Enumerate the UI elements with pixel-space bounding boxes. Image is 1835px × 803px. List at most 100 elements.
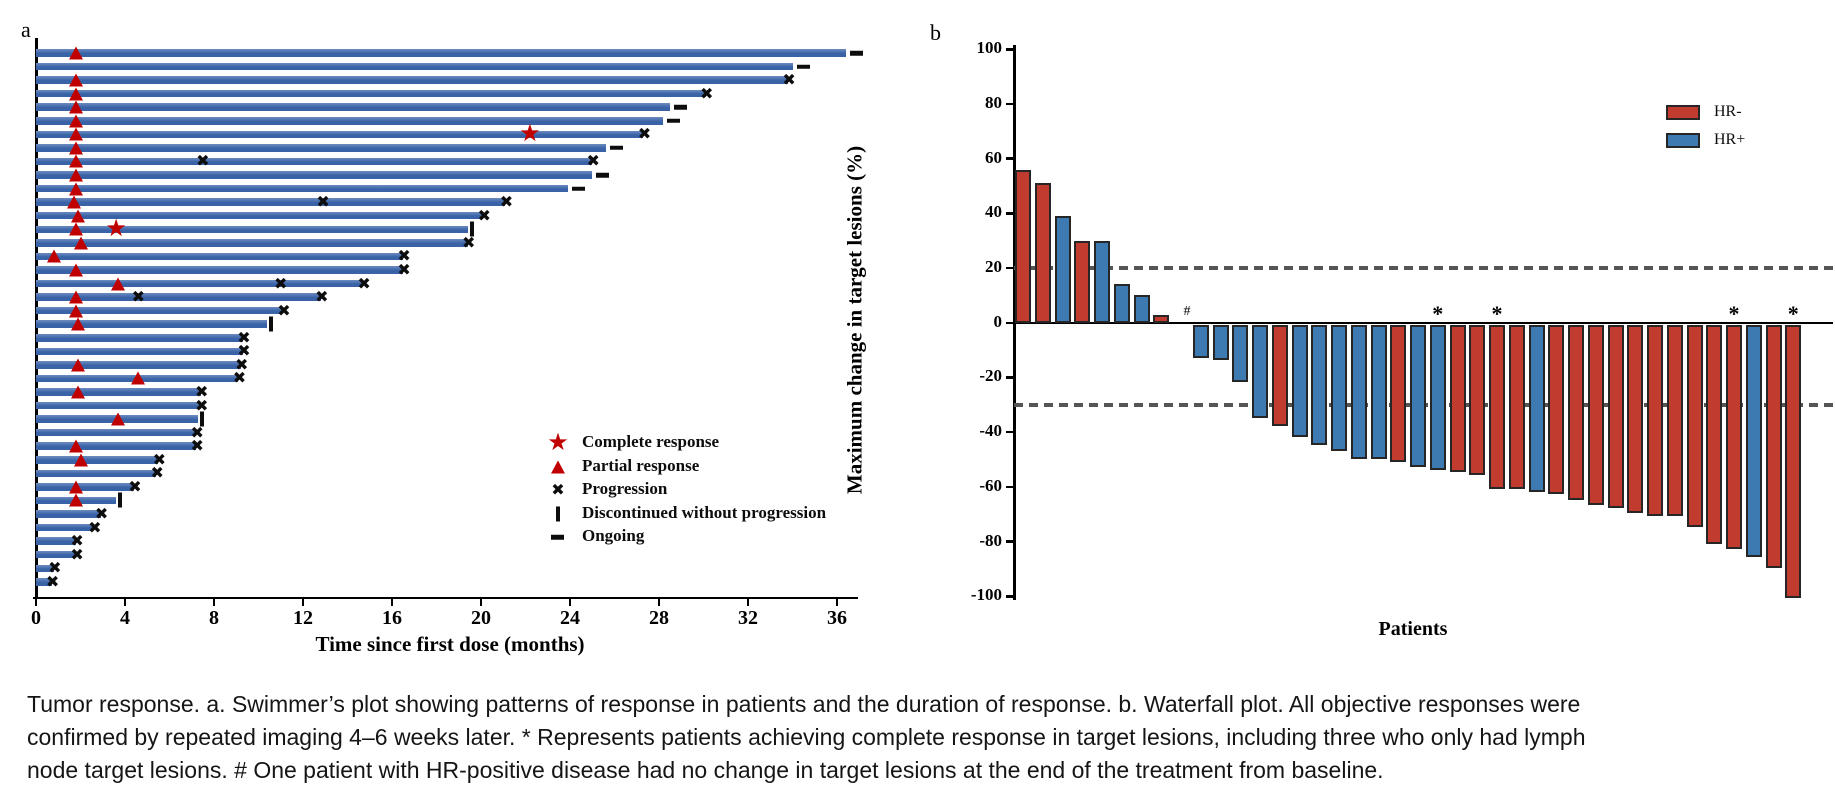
x-tick-label: 24 <box>560 606 580 629</box>
partial-response-triangle <box>69 100 84 114</box>
swimmer-bar <box>36 76 789 84</box>
y-axis-tick <box>1006 540 1014 543</box>
ongoing-dash <box>667 118 681 124</box>
swimmer-bar <box>36 171 593 179</box>
progression-x: ✖ <box>315 287 329 307</box>
y-tick-label: -80 <box>979 530 1002 550</box>
swimmer-x-axis-title: Time since first dose (months) <box>315 632 585 656</box>
waterfall-x-axis-title: Patients <box>1378 618 1448 640</box>
waterfall-bar <box>1034 183 1051 323</box>
waterfall-bar <box>1113 284 1130 323</box>
waterfall-bar <box>1726 324 1742 550</box>
waterfall-bar <box>1153 314 1170 323</box>
ongoing-dash <box>596 172 610 178</box>
partial-response-triangle <box>71 358 86 372</box>
annotation-hash: # <box>1183 303 1191 319</box>
legend-label-progression: Progression <box>582 479 668 498</box>
progression-x: ✖ <box>70 531 84 551</box>
waterfall-bar <box>1607 324 1624 508</box>
x-tick-label: 28 <box>649 606 669 629</box>
annotation-asterisk: * <box>1787 300 1799 326</box>
waterfall-y-axis-title: Maximum change in target lesions (%) <box>842 145 867 495</box>
progression-x: ✖ <box>397 246 411 266</box>
legend-label-hr-positive: HR+ <box>1714 131 1746 148</box>
legend-label-discontinued: Discontinued without progression <box>582 503 827 522</box>
swimmer-bar <box>36 456 159 464</box>
swimmer-bar <box>36 103 671 111</box>
progression-x: ✖ <box>637 124 652 144</box>
swimmer-bar <box>36 62 793 71</box>
progression-x: ✖ <box>194 395 209 415</box>
swimmer-bar <box>36 279 364 288</box>
swimmer-bar <box>36 320 268 328</box>
hr-positive-swatch <box>1666 133 1700 148</box>
ongoing-dash <box>849 50 863 56</box>
waterfall-plot-panel: Maximum change in target lesions (%) Pat… <box>842 38 1833 640</box>
swimmer-bar <box>36 442 197 450</box>
x-axis-tick <box>657 597 661 606</box>
x-tick-label: 32 <box>738 606 758 629</box>
swimmer-bar <box>36 293 321 301</box>
swimmer-bar <box>36 144 606 152</box>
partial-response-triangle <box>69 480 84 494</box>
discontinued-tick <box>118 492 123 508</box>
swimmer-bar <box>36 306 283 315</box>
swimmer-bar <box>36 252 404 261</box>
progression-x: ✖ <box>586 151 600 171</box>
swimmer-y-axis <box>35 38 38 599</box>
progression-x: ✖ <box>88 517 102 537</box>
x-tick-label: 4 <box>120 606 130 629</box>
partial-response-triangle <box>69 493 84 507</box>
caption-line-1: Tumor response. a. Swimmer’s plot showin… <box>27 691 1581 717</box>
ongoing-dash <box>674 104 688 110</box>
waterfall-bar <box>1686 324 1703 528</box>
discontinued-tick <box>469 221 474 237</box>
progression-x: ✖ <box>499 192 514 212</box>
waterfall-bar <box>1074 240 1091 323</box>
waterfall-bar <box>1291 324 1308 437</box>
partial-response-triangle <box>69 141 84 155</box>
waterfall-bar <box>1765 324 1782 569</box>
y-tick-label: 40 <box>985 202 1002 222</box>
partial-response-triangle <box>66 195 81 209</box>
progression-x: ✖ <box>45 571 60 591</box>
progression-x: ✖ <box>232 368 247 388</box>
y-tick-label: -60 <box>979 475 1002 495</box>
partial-response-triangle <box>46 249 61 263</box>
partial-response-triangle <box>69 114 84 128</box>
y-tick-label: 80 <box>985 92 1002 112</box>
waterfall-bar <box>1271 324 1288 426</box>
annotation-asterisk: * <box>1432 300 1444 326</box>
waterfall-bar <box>1192 324 1209 358</box>
annotation-asterisk: * <box>1728 300 1740 326</box>
waterfall-bar <box>1331 324 1347 451</box>
annotation-asterisk: * <box>1491 300 1503 326</box>
partial-response-triangle <box>111 412 126 426</box>
waterfall-bar <box>1133 295 1150 323</box>
waterfall-bar <box>1449 324 1466 473</box>
x-axis-tick <box>835 597 839 606</box>
waterfall-bar <box>1627 324 1644 514</box>
y-axis-tick <box>1006 48 1014 51</box>
ongoing-dash <box>609 145 623 151</box>
swimmer-bar <box>36 347 243 356</box>
partial-response-triangle <box>69 73 84 87</box>
progression-x: ✖ <box>461 232 476 252</box>
swimmer-bar <box>36 49 846 57</box>
swimmer-bar <box>36 537 77 545</box>
waterfall-bar <box>1015 169 1031 323</box>
progression-x: ✖ <box>48 558 62 578</box>
progression-x: ✖ <box>152 449 167 469</box>
panel-a-label: a <box>21 17 31 42</box>
progression-x: ✖ <box>237 327 251 347</box>
partial-response-triangle <box>73 236 88 250</box>
legend-label-complete-response: Complete response <box>582 432 720 451</box>
discontinued-tick <box>200 411 205 427</box>
y-tick-label: 0 <box>993 311 1003 331</box>
discontinued-tick-icon <box>556 506 560 521</box>
progression-x: ✖ <box>194 382 209 401</box>
waterfall-bar <box>1212 324 1229 361</box>
swimmer-bar <box>36 401 201 410</box>
y-tick-label: -20 <box>979 366 1002 386</box>
caption-line-2: confirmed by repeated imaging 4–6 weeks … <box>27 724 1586 750</box>
